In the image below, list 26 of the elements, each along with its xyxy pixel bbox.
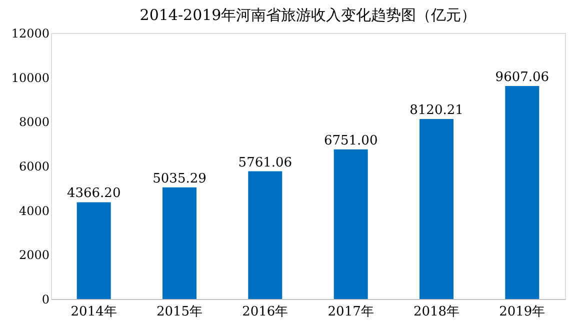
bar (76, 202, 111, 299)
bar (162, 187, 196, 299)
x-tick-label: 2018年 (413, 304, 460, 320)
data-label: 5761.06 (238, 155, 292, 170)
data-label: 9607.06 (495, 70, 550, 86)
y-tick-label: 2000 (18, 248, 50, 262)
x-tick-label: 2015年 (156, 304, 203, 320)
x-tick-label: 2016年 (242, 304, 288, 320)
bar (420, 119, 454, 299)
y-tick-label: 6000 (18, 160, 50, 174)
bar (505, 86, 540, 299)
x-tick-label: 2014年 (70, 304, 117, 320)
y-tick-label: 10000 (11, 70, 50, 85)
x-tick-label: 2019年 (499, 304, 546, 320)
x-tick-label: 2017年 (328, 304, 374, 320)
chart-title: 2014-2019年河南省旅游收入变化趋势图（亿元） (140, 6, 476, 24)
data-label: 5035.29 (152, 171, 206, 186)
y-tick-label: 0 (42, 292, 50, 306)
bar (248, 171, 282, 299)
data-label: 6751.00 (324, 133, 378, 148)
y-tick-label: 8000 (18, 115, 50, 130)
y-tick-label: 4000 (18, 204, 50, 218)
data-label: 4366.20 (66, 186, 121, 202)
data-label: 8120.21 (410, 103, 464, 118)
bar (334, 149, 368, 299)
y-tick-label: 12000 (11, 26, 50, 40)
